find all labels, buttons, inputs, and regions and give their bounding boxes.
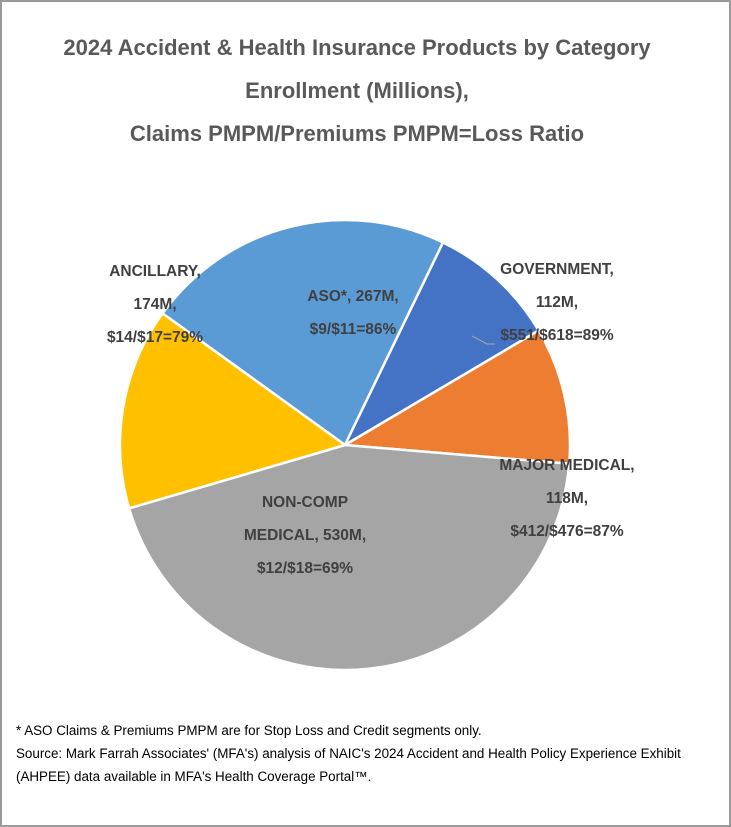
pie-slice-major-medical [340,328,572,466]
slice-label-line: NON-COMP [262,494,348,511]
slice-label-line: $412/$476=87% [510,523,624,540]
title-line-3: Claims PMPM/Premiums PMPM=Loss Ratio [130,121,584,146]
slice-label-line: ANCILLARY, [109,263,201,280]
leader-line-major-medical [481,468,500,473]
leader-lines [471,335,500,473]
slice-label-line: ASO*, 267M, [307,288,398,305]
footnote-aso: * ASO Claims & Premiums PMPM are for Sto… [16,723,482,738]
slice-label-line: 174M, [133,296,176,313]
slice-label-line: GOVERNMENT, [500,261,614,278]
slice-label-aso: ASO*, 267M, $9/$11=86% [307,288,398,338]
leader-line-government [471,335,495,345]
slice-label-line: MEDICAL, 530M, [244,527,366,544]
slice-label-line: $9/$11=86% [310,321,397,338]
slice-label-line: $12/$18=69% [257,560,353,577]
slice-label-line: MAJOR MEDICAL, [499,457,634,474]
pie-slice-aso [160,218,445,447]
slice-label-ancillary: ANCILLARY, 174M, $14/$17=79% [107,263,203,346]
pie-slices [118,218,572,672]
pie-slice-non-comp-medical [127,443,571,672]
pie-slice-ancillary [118,311,348,510]
chart-title: 2024 Accident & Health Insurance Product… [63,35,651,146]
slice-label-line: $551/$618=89% [500,327,614,344]
slice-label-government: GOVERNMENT, 112M, $551/$618=89% [500,261,614,344]
slice-label-line: 112M, [536,294,578,311]
slice-label-major-medical: MAJOR MEDICAL, 118M, $412/$476=87% [499,457,634,540]
slice-label-non-comp-medical: NON-COMP MEDICAL, 530M, $12/$18=69% [244,494,366,577]
title-line-2: Enrollment (Millions), [245,78,469,103]
title-line-1: 2024 Accident & Health Insurance Product… [63,35,651,60]
footnote-source: Source: Mark Farrah Associates' (MFA's) … [16,746,681,761]
slice-label-line: 118M, [546,490,588,507]
pie-slice-government [342,240,541,449]
slice-label-line: $14/$17=79% [107,329,203,346]
slice-labels: ASO*, 267M, $9/$11=86% GOVERNMENT, 112M, $55… [107,261,635,577]
footnotes: * ASO Claims & Premiums PMPM are for Sto… [16,719,716,788]
footnote-source-continued: (AHPEE) data available in MFA's Health C… [16,769,372,784]
